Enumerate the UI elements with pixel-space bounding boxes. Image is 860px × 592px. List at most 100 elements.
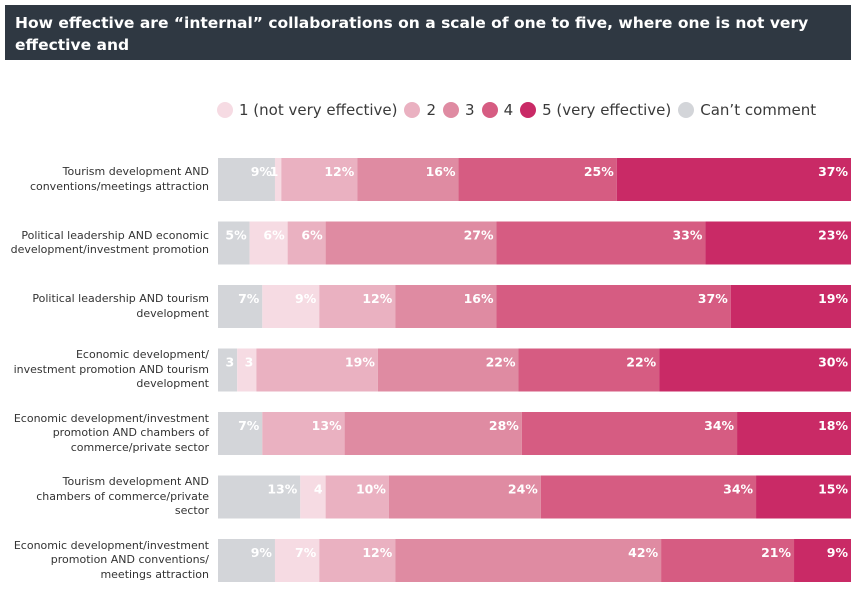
data-label: 13%	[312, 418, 342, 433]
data-label: 42%	[628, 545, 658, 560]
data-label: 22%	[626, 355, 656, 370]
legend-swatch	[404, 102, 421, 118]
legend-item: 1 (not very effective)	[217, 101, 397, 119]
legend-swatch	[520, 102, 537, 118]
data-label: 23%	[818, 228, 848, 243]
bar-segment	[319, 539, 396, 582]
legend-item: Can’t comment	[678, 101, 816, 119]
bar-segment	[518, 348, 660, 392]
category-label-line: Political leadership AND tourism	[32, 292, 209, 305]
bar-segment	[218, 285, 263, 328]
bar-segment	[737, 412, 851, 455]
bar-segment	[287, 221, 326, 265]
data-label: 3	[245, 355, 254, 370]
category-label-line: investment promotion AND tourism	[13, 362, 209, 376]
legend-label: 1 (not very effective)	[239, 101, 398, 119]
data-label: 4	[314, 482, 323, 497]
data-label: 30%	[818, 355, 848, 370]
category-label-line: development	[136, 377, 209, 391]
category-label: Economic development/investment promotion…	[4, 539, 209, 583]
bar-segment	[377, 348, 519, 392]
legend-label: Can’t comment	[700, 101, 817, 119]
data-label: 9%	[827, 545, 849, 560]
bar-segment	[705, 221, 851, 265]
bar-segment	[256, 348, 378, 392]
data-label: 25%	[584, 164, 614, 179]
bar-segment	[388, 475, 541, 519]
legend-item: 5 (very effective)	[520, 101, 671, 119]
legend-item: 4	[481, 101, 514, 119]
data-label: 7%	[295, 545, 317, 560]
category-label-line: Political leadership AND economic	[21, 228, 209, 242]
data-label: 3	[225, 355, 234, 370]
legend: 1 (not very effective) 2 3 4 5 (very effecti…	[217, 99, 823, 121]
data-label: 37%	[818, 164, 848, 179]
bar-segment	[496, 221, 706, 265]
data-label: 16%	[464, 291, 494, 306]
data-label: 28%	[489, 418, 519, 433]
data-label: 12%	[362, 291, 392, 306]
category-label-line: sector	[174, 504, 209, 518]
category-label-line: commerce/private sector	[70, 440, 209, 454]
bar-segment	[262, 285, 320, 328]
bar-segment	[237, 348, 257, 392]
bar-segment	[325, 221, 497, 265]
data-label: 19%	[818, 291, 848, 306]
category-label: Economic development/investment promotion…	[4, 412, 209, 456]
data-label: 1	[270, 164, 279, 179]
data-label: 15%	[818, 482, 848, 497]
data-label: 18%	[818, 418, 848, 433]
chart-title-line-2: five is very effective	[15, 58, 193, 76]
data-label: 34%	[723, 482, 753, 497]
bar-segment	[458, 158, 617, 201]
data-label: 33%	[672, 228, 702, 243]
bar-segment	[616, 158, 851, 201]
data-label: 16%	[426, 164, 456, 179]
data-label: 9%	[251, 545, 273, 560]
category-label: Tourism development AND chambers of comme…	[4, 475, 209, 519]
bar-segment	[274, 158, 282, 201]
category-label-line: Tourism development AND	[62, 165, 209, 178]
category-label-line: Tourism development AND	[62, 475, 209, 489]
data-label: 13%	[267, 482, 297, 497]
category-label: Tourism development AND conventions/meeti…	[4, 165, 209, 194]
data-label: 22%	[486, 355, 516, 370]
data-label: 5%	[225, 228, 247, 243]
bar-segment	[395, 285, 497, 328]
bar-segment	[521, 412, 738, 455]
bar-segment	[249, 221, 288, 265]
data-label: 37%	[698, 291, 728, 306]
legend-swatch	[481, 102, 498, 118]
legend-swatch	[678, 102, 695, 118]
bar-segment	[344, 412, 522, 455]
legend-swatch	[443, 102, 460, 118]
data-label: 7%	[238, 418, 260, 433]
legend-swatch	[217, 102, 233, 118]
bar-segment	[756, 475, 851, 519]
bar-segment	[218, 475, 301, 519]
bar-segment	[496, 285, 731, 328]
bar-segment	[218, 348, 238, 392]
bar-segment	[357, 158, 459, 201]
bar-segment	[319, 285, 396, 328]
legend-label: 4	[503, 101, 514, 119]
category-label-line: development/investment promotion	[10, 243, 209, 256]
bar-segment	[281, 158, 358, 201]
data-label: 12%	[362, 545, 392, 560]
bar-segment	[218, 539, 275, 582]
data-label: 12%	[324, 164, 354, 179]
bar-segment	[274, 539, 320, 582]
category-label-line: Economic development/investment	[13, 538, 209, 552]
legend-label: 5 (very effective)	[542, 101, 672, 119]
category-label-line: meetings attraction	[100, 567, 209, 581]
data-label: 9%	[295, 291, 317, 306]
data-label: 27%	[464, 228, 494, 243]
data-label: 10%	[356, 482, 386, 497]
data-label: 7%	[238, 291, 260, 306]
bar-segment	[730, 285, 851, 328]
legend-label: 2	[426, 101, 437, 119]
bar-segment	[540, 475, 757, 519]
bar-segment	[218, 221, 250, 265]
category-label-line: Economic development/investment	[13, 411, 209, 425]
